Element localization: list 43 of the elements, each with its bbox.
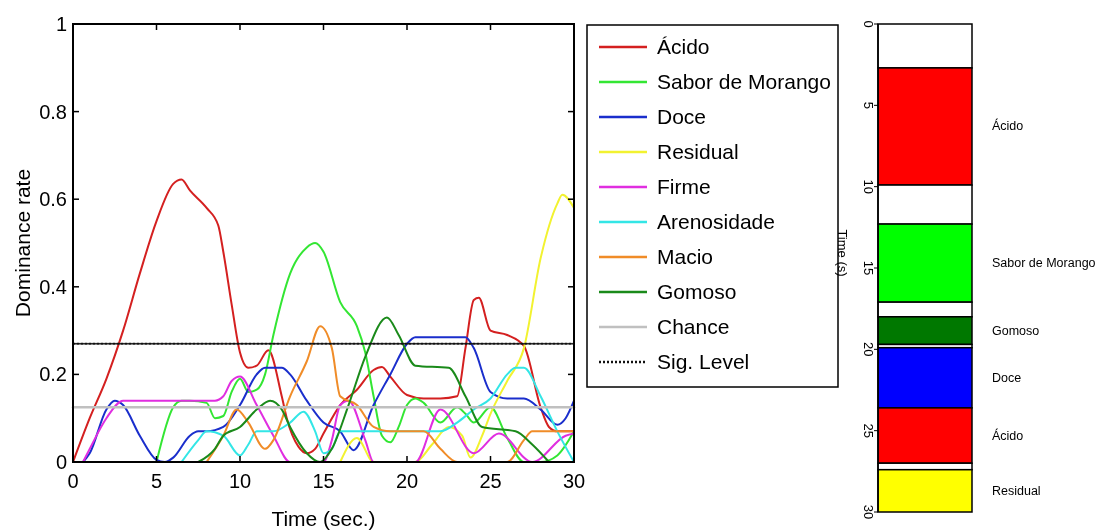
y-tick-label: 0.4 bbox=[39, 275, 67, 298]
y-tick-label: 15 bbox=[861, 260, 876, 276]
series-label: Doce bbox=[992, 370, 1022, 385]
y-tick-label: 30 bbox=[861, 504, 876, 520]
line-series bbox=[82, 375, 575, 463]
legend-label: Sabor de Morango bbox=[657, 70, 831, 93]
legend-label: Ácido bbox=[657, 35, 710, 58]
y-tick-label: 1 bbox=[55, 13, 67, 35]
series-label: Ácido bbox=[992, 427, 1024, 443]
line-series bbox=[339, 193, 575, 463]
legend-label: Arenosidade bbox=[657, 210, 775, 233]
legend-label: Firme bbox=[657, 175, 711, 198]
y-tick-label: 0.8 bbox=[39, 100, 67, 123]
y-tick-label: 0 bbox=[861, 20, 876, 28]
y-tick-label: 0 bbox=[55, 451, 67, 473]
legend-label: Gomoso bbox=[657, 280, 737, 303]
line-series bbox=[155, 242, 575, 463]
legend-label: Sig. Level bbox=[657, 350, 750, 373]
legend-label: Residual bbox=[657, 140, 739, 163]
y-tick-label: 5 bbox=[861, 101, 876, 109]
x-tick-label: 25 bbox=[479, 470, 502, 492]
series-label: Gomoso bbox=[992, 323, 1040, 338]
x-tick-label: 20 bbox=[395, 470, 419, 492]
x-tick-label: 30 bbox=[562, 470, 586, 492]
y-tick-label: 0.2 bbox=[39, 363, 67, 386]
x-axis-title: Time (sec.) bbox=[271, 507, 376, 530]
line-series bbox=[82, 336, 575, 463]
legend-label: Doce bbox=[657, 105, 707, 128]
series-label: Residual bbox=[992, 483, 1041, 498]
y-tick-label: 10 bbox=[861, 179, 876, 194]
y-tick-label: 20 bbox=[861, 342, 876, 357]
legend-label: Macio bbox=[657, 245, 714, 268]
series-label: Sabor de Morango bbox=[992, 256, 1096, 271]
y-axis-title: Dominance rate bbox=[11, 168, 34, 318]
series-label: Ácido bbox=[992, 118, 1024, 134]
y-tick-label: 0.6 bbox=[39, 188, 67, 211]
x-tick-label: 5 bbox=[150, 470, 163, 492]
x-tick-label: 15 bbox=[312, 470, 335, 492]
y-axis-title: Time (s) bbox=[835, 229, 850, 277]
y-tick-label: 25 bbox=[861, 423, 876, 438]
x-tick-label: 10 bbox=[228, 470, 252, 492]
line-series bbox=[180, 366, 575, 463]
legend-label: Chance bbox=[657, 315, 730, 338]
